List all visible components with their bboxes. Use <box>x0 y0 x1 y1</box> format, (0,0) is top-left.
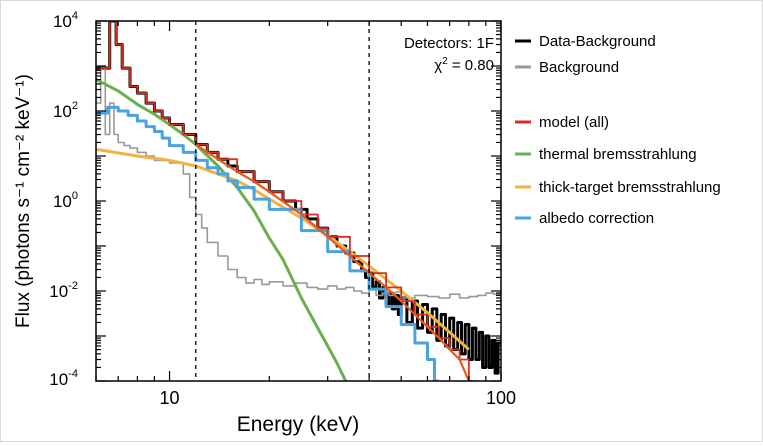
legend-label-albedo-correction: albedo correction <box>539 210 654 227</box>
y-tick-label: 10-4 <box>49 368 78 389</box>
y-tick-label: 102 <box>53 100 78 121</box>
y-axis-label: Flux (photons s⁻¹ cm⁻² keV⁻¹) <box>13 74 34 328</box>
y-tick-label: 104 <box>53 10 78 31</box>
series-model-all-overlay <box>195 143 470 381</box>
legend-label-model-all: model (all) <box>539 114 609 131</box>
y-tick-label: 10-2 <box>49 280 78 301</box>
x-tick-label: 100 <box>486 388 516 408</box>
series-background <box>96 67 501 299</box>
chi-square-annotation: χ2 = 0.80 <box>434 56 494 74</box>
legend: Data-Background Background model (all) ther… <box>515 33 721 227</box>
legend-label-thermal-bremsstrahlung: thermal bremsstrahlung <box>539 146 697 163</box>
legend-label-thick-target-bremsstrahlung: thick-target bremsstrahlung <box>539 179 721 196</box>
series-albedo-correction <box>96 105 439 381</box>
x-tick-label: 10 <box>160 388 180 408</box>
legend-label-background: Background <box>539 59 619 76</box>
legend-label-data-background: Data-Background <box>539 33 656 50</box>
y-tick-label: 100 <box>53 190 78 211</box>
x-axis-label: Energy (keV) <box>237 413 360 436</box>
detectors-annotation: Detectors: 1F <box>404 35 494 52</box>
